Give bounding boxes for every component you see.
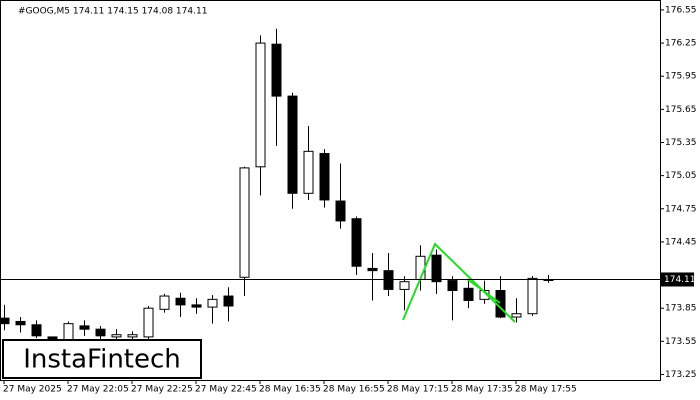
- y-tick-label: 174.45: [665, 237, 697, 247]
- x-tick-label: 28 May 17:15: [387, 385, 449, 395]
- y-tick-label: 176.55: [665, 5, 697, 15]
- candle-body: [367, 267, 378, 272]
- candle-body: [159, 295, 170, 310]
- watermark: InstaFintech: [23, 345, 181, 375]
- candle-body: [191, 304, 202, 308]
- y-tick-label: 176.25: [665, 39, 697, 49]
- candle-body: [527, 277, 538, 315]
- y-tick-label: 173.25: [665, 370, 697, 380]
- candle-body: [255, 42, 266, 168]
- chart-header: #GOOG,M5 174.11 174.15 174.08 174.11: [18, 7, 207, 17]
- candle-body: [143, 307, 154, 338]
- x-tick-label: 27 May 22:45: [195, 385, 257, 395]
- candle-body: [239, 167, 250, 278]
- candle-body: [127, 334, 138, 338]
- current-price-box: [660, 272, 694, 287]
- y-tick-label: 173.55: [665, 337, 697, 347]
- current-price-label: 174.11: [664, 275, 696, 285]
- y-tick-label: 175.35: [665, 138, 697, 148]
- candle-body: [15, 320, 26, 326]
- candle-body: [63, 323, 74, 341]
- y-tick-label: 174.75: [665, 204, 697, 214]
- candle-body: [463, 287, 474, 301]
- candle-body: [31, 324, 42, 337]
- candle-body: [271, 43, 282, 97]
- candle-body: [511, 313, 522, 318]
- candle-body: [351, 218, 362, 267]
- pattern-line: [402, 242, 516, 323]
- candle-body: [175, 297, 186, 306]
- pattern-line: [466, 278, 501, 304]
- x-tick-label: 28 May 17:55: [515, 385, 577, 395]
- x-tick-label: 28 May 16:35: [259, 385, 321, 395]
- candle-body: [447, 280, 458, 292]
- candle-body: [95, 328, 106, 337]
- plot-frame: [0, 0, 661, 381]
- x-tick-label: 27 May 2025: [3, 385, 62, 395]
- candle-body: [287, 95, 298, 194]
- candle-body: [223, 295, 234, 307]
- y-tick-label: 175.65: [665, 105, 697, 115]
- candle-body: [111, 334, 122, 338]
- x-tick-label: 27 May 22:25: [131, 385, 193, 395]
- candle-body: [335, 200, 346, 222]
- x-tick-label: 27 May 22:05: [67, 385, 129, 395]
- candle-body: [303, 150, 314, 194]
- watermark-box: [2, 339, 202, 379]
- x-tick-label: 28 May 16:55: [323, 385, 385, 395]
- y-tick-label: 173.85: [665, 304, 697, 314]
- y-tick-label: 175.95: [665, 72, 697, 82]
- candle-body: [399, 281, 410, 290]
- y-tick-label: 175.05: [665, 171, 697, 181]
- candle-body: [319, 153, 330, 201]
- candle-body: [207, 298, 218, 308]
- candle-body: [79, 325, 90, 330]
- candle-body: [383, 270, 394, 290]
- candle-body: [431, 254, 442, 283]
- x-tick-label: 28 May 17:35: [451, 385, 513, 395]
- candles: [0, 28, 554, 343]
- candle-body: [0, 317, 10, 325]
